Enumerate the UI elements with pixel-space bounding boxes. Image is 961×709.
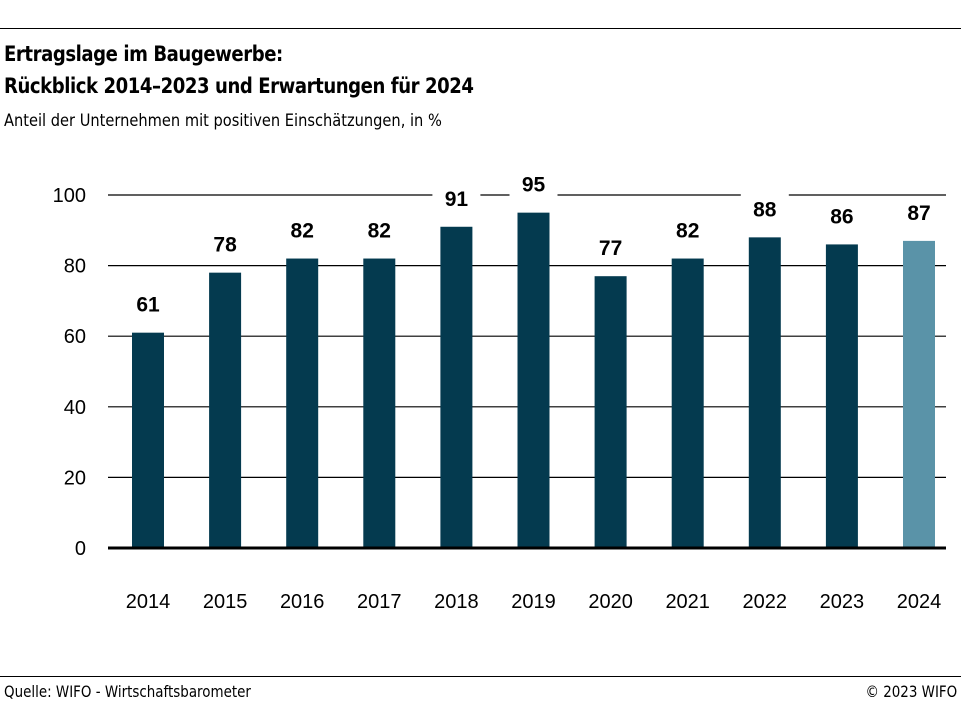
data-label-2022: 88 [753,198,777,221]
data-label-2019: 95 [522,174,546,197]
data-label-2014: 61 [136,294,160,317]
x-tick-label: 2019 [511,591,556,613]
data-label-background [201,228,250,259]
bar-2020 [594,276,627,548]
y-axis: 0 20 40 60 80 100 [53,185,86,560]
data-label-background [124,288,172,319]
data-label-2018: 91 [445,188,469,211]
data-label-background [432,182,481,213]
chart-title: Ertragslage im Baugewerbe: Rückblick 201… [4,38,474,102]
x-tick-label: 2021 [665,591,710,613]
x-tick-label: 2024 [897,591,942,613]
title-line-2: Rückblick 2014–2023 und Erwartungen für … [4,74,474,98]
data-label-background [278,214,327,245]
data-label-2017: 82 [368,220,391,243]
data-label-background [663,214,712,245]
source-note: Quelle: WIFO - Wirtschaftsbarometer [4,682,251,701]
y-tick-label: 80 [64,256,86,278]
x-tick-label: 2018 [434,591,479,613]
data-label-background [895,196,943,227]
data-label-background [817,200,866,231]
data-label-2024: 87 [907,202,930,225]
x-tick-label: 2016 [280,591,325,613]
data-label-2015: 78 [213,234,237,257]
bar-2019 [517,212,550,548]
bar-2016 [286,258,319,548]
data-label-background [355,214,404,245]
bar-2023 [825,244,858,549]
copyright-note: © 2023 WIFO [865,682,957,701]
x-tick-label: 2023 [820,591,865,613]
y-tick-label: 100 [53,185,86,207]
x-axis: 2014 2015 2016 2017 2018 2019 2020 2021 2022 2023… [108,546,946,613]
data-label-2021: 82 [676,220,699,243]
data-label-2016: 82 [291,220,314,243]
x-tick-label: 2017 [357,591,402,613]
bar-2021 [671,258,704,548]
bar-2017 [363,258,396,548]
bar-2018 [440,226,473,548]
title-line-1: Ertragslage im Baugewerbe: [4,42,283,66]
data-labels: 61 78 82 82 91 95 77 82 88 86 87 [124,168,943,319]
bottom-rule [0,676,961,677]
x-tick-label: 2015 [203,591,248,613]
data-label-background [586,232,635,263]
x-tick-label: 2022 [743,591,788,613]
bar-2024 [903,240,935,548]
y-tick-label: 0 [75,538,86,560]
x-tick-label: 2014 [126,591,171,613]
bar-2022 [748,237,781,549]
data-label-background [740,193,789,224]
data-label-2023: 86 [830,205,853,228]
y-tick-label: 20 [64,467,86,489]
bars [132,212,935,549]
y-tick-label: 60 [64,326,86,348]
chart-subtitle: Anteil der Unternehmen mit positiven Ein… [4,111,442,131]
bar-2015 [209,272,242,548]
x-tick-label: 2020 [588,591,633,613]
data-label-2020: 77 [599,237,622,260]
top-rule [0,28,961,29]
data-label-background [509,168,558,199]
y-tick-label: 40 [64,397,86,419]
bar-2014 [132,332,164,548]
